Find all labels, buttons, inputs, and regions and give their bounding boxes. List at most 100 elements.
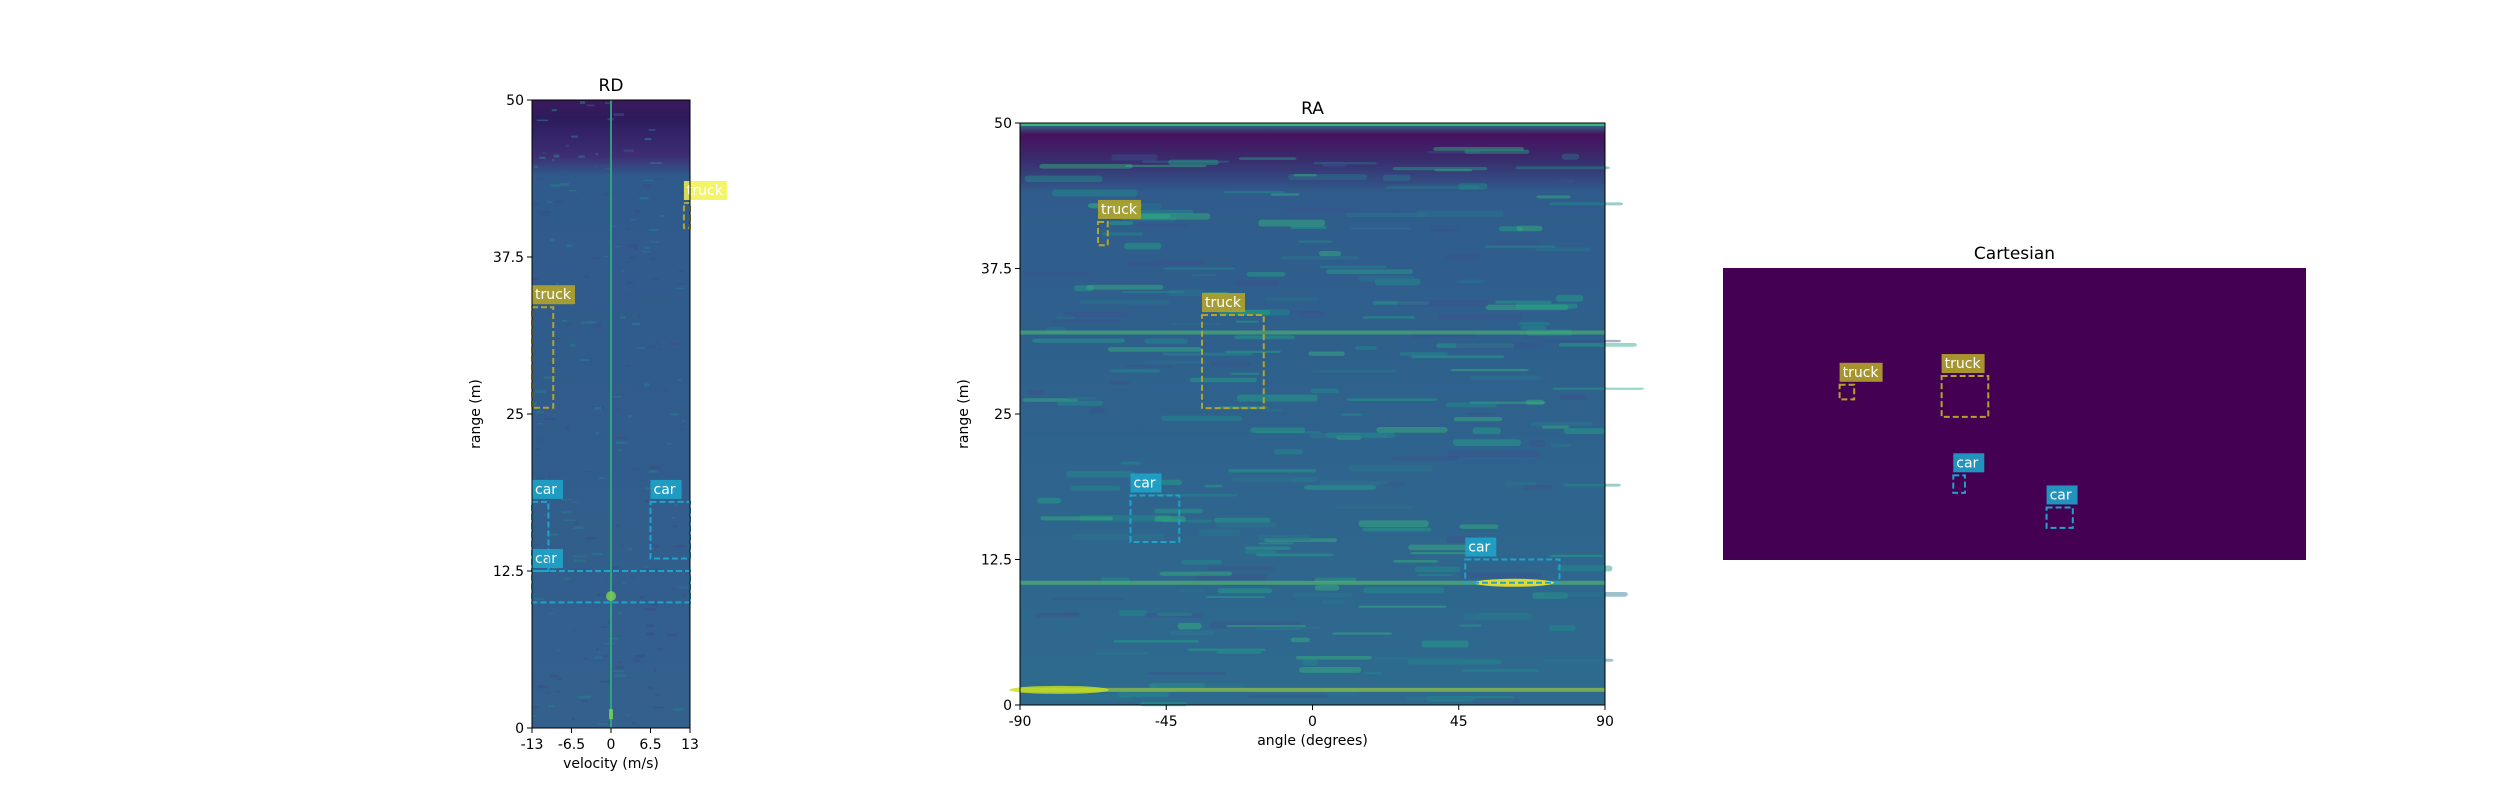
rd-noise-speck [649, 544, 659, 548]
ra-y-tick-label: 25 [994, 407, 1012, 423]
rd-noise-speck [557, 678, 562, 681]
ra-noise-streak [1520, 325, 1547, 330]
rd-noise-speck [677, 378, 682, 381]
ra-noise-streak [1154, 260, 1203, 264]
ra-noise-streak [1498, 226, 1524, 232]
rd-noise-speck [641, 654, 645, 656]
rd-noise-speck [641, 250, 651, 253]
ra-noise-streak [1494, 241, 1540, 247]
rd-noise-speck [546, 201, 555, 204]
rd-noise-speck [584, 657, 589, 660]
rd-noise-speck [626, 261, 630, 263]
rd-noise-speck [650, 278, 660, 280]
rd-noise-speck [543, 376, 556, 379]
rd-noise-speck [635, 655, 645, 658]
ra-noise-streak [1072, 533, 1165, 541]
rd-noise-speck [553, 154, 560, 158]
ra-noise-streak [1319, 265, 1387, 269]
cartesian-panel: Cartesian truck truck car car [1723, 244, 2306, 560]
rd-noise-speck [536, 477, 545, 479]
rd-noise-speck [666, 442, 672, 445]
ra-noise-streak [1434, 169, 1473, 172]
ra-noise-streak [1540, 339, 1622, 343]
ra-noise-streak [1348, 465, 1433, 472]
ra-noise-streak [1234, 279, 1279, 287]
ra-noise-streak [1452, 439, 1521, 447]
car-label-background [2046, 485, 2078, 505]
rd-y-tick-label: 50 [506, 93, 524, 109]
rd-y-tick-label: 25 [506, 407, 524, 423]
ra-noise-streak [1374, 278, 1421, 286]
rd-heatmap-texture [532, 100, 688, 729]
ra-noise-streak [1550, 443, 1571, 447]
ra-noise-streak [1461, 668, 1539, 673]
ra-heatmap-texture [1009, 123, 1645, 707]
rd-noise-speck [632, 468, 640, 470]
ra-noise-streak [1139, 702, 1188, 707]
ra-noise-streak [1529, 440, 1545, 447]
rd-noise-speck [554, 337, 561, 340]
ra-noise-streak [1458, 183, 1488, 190]
ra-noise-streak [1331, 632, 1393, 635]
ra-noise-streak [1516, 225, 1543, 232]
ra-noise-streak [1228, 469, 1317, 473]
rd-noise-speck [563, 519, 576, 522]
ra-noise-streak [1447, 450, 1541, 457]
rd-noise-speck [560, 498, 573, 501]
ra-noise-streak [1504, 482, 1537, 486]
ra-noise-streak [1340, 413, 1363, 416]
ra-noise-streak [1237, 394, 1318, 402]
rd-noise-speck [657, 647, 663, 651]
ra-noise-streak [1162, 352, 1253, 356]
ra-noise-streak [1024, 175, 1103, 183]
rd-noise-speck [614, 524, 619, 527]
ra-y-tick-label: 50 [994, 116, 1012, 132]
ra-x-ticks: -90 -45 0 45 90 [1009, 705, 1614, 730]
rd-noise-speck [560, 174, 567, 176]
rd-noise-speck [547, 704, 555, 708]
ra-noise-streak [1264, 538, 1338, 542]
rd-noise-speck [669, 413, 679, 416]
ra-noise-streak [1468, 401, 1547, 404]
ra-noise-streak [1032, 338, 1125, 343]
ra-noise-streak [1119, 213, 1211, 220]
ra-noise-streak [1125, 164, 1207, 168]
truck-label: truck [1843, 365, 1880, 381]
ra-noise-streak [1177, 622, 1202, 630]
rd-noise-speck [644, 566, 650, 568]
rd-y-tick-label: 0 [515, 721, 524, 737]
ra-noise-streak [1376, 427, 1448, 433]
rd-noise-speck [644, 138, 652, 141]
rd-noise-speck [594, 406, 602, 410]
rd-noise-speck [632, 722, 636, 725]
ra-noise-streak [1079, 515, 1172, 522]
ra-noise-streak [1525, 399, 1545, 405]
rd-noise-speck [648, 470, 658, 473]
rd-y-tick-label: 37.5 [493, 250, 524, 266]
rd-noise-speck [603, 655, 608, 658]
rd-noise-speck [639, 196, 649, 200]
ra-noise-streak [1207, 566, 1275, 571]
ra-noise-streak [1460, 572, 1542, 579]
cartesian-boxes: truck truck car car [1838, 354, 2078, 529]
rd-noise-speck [676, 287, 685, 289]
rd-noise-speck [580, 321, 585, 325]
rd-noise-speck [634, 247, 638, 250]
ra-noise-streak [1548, 625, 1576, 631]
ra-noise-streak [1156, 612, 1193, 616]
ra-noise-streak [1346, 398, 1438, 401]
ra-noise-streak [1122, 368, 1150, 371]
rd-noise-speck [617, 611, 623, 615]
ra-noise-streak [1334, 506, 1414, 509]
rd-noise-speck [566, 244, 573, 248]
ra-noise-streak [1302, 659, 1319, 666]
ra-noise-streak [1117, 691, 1169, 698]
ra-noise-streak [1181, 559, 1223, 565]
car-label-background [1953, 453, 1985, 473]
ra-x-tick-label: 45 [1450, 714, 1468, 730]
car-label: car [1956, 455, 1978, 471]
rd-noise-speck [646, 345, 656, 348]
ra-noise-streak [1070, 485, 1121, 491]
rd-noise-speck [612, 637, 620, 639]
